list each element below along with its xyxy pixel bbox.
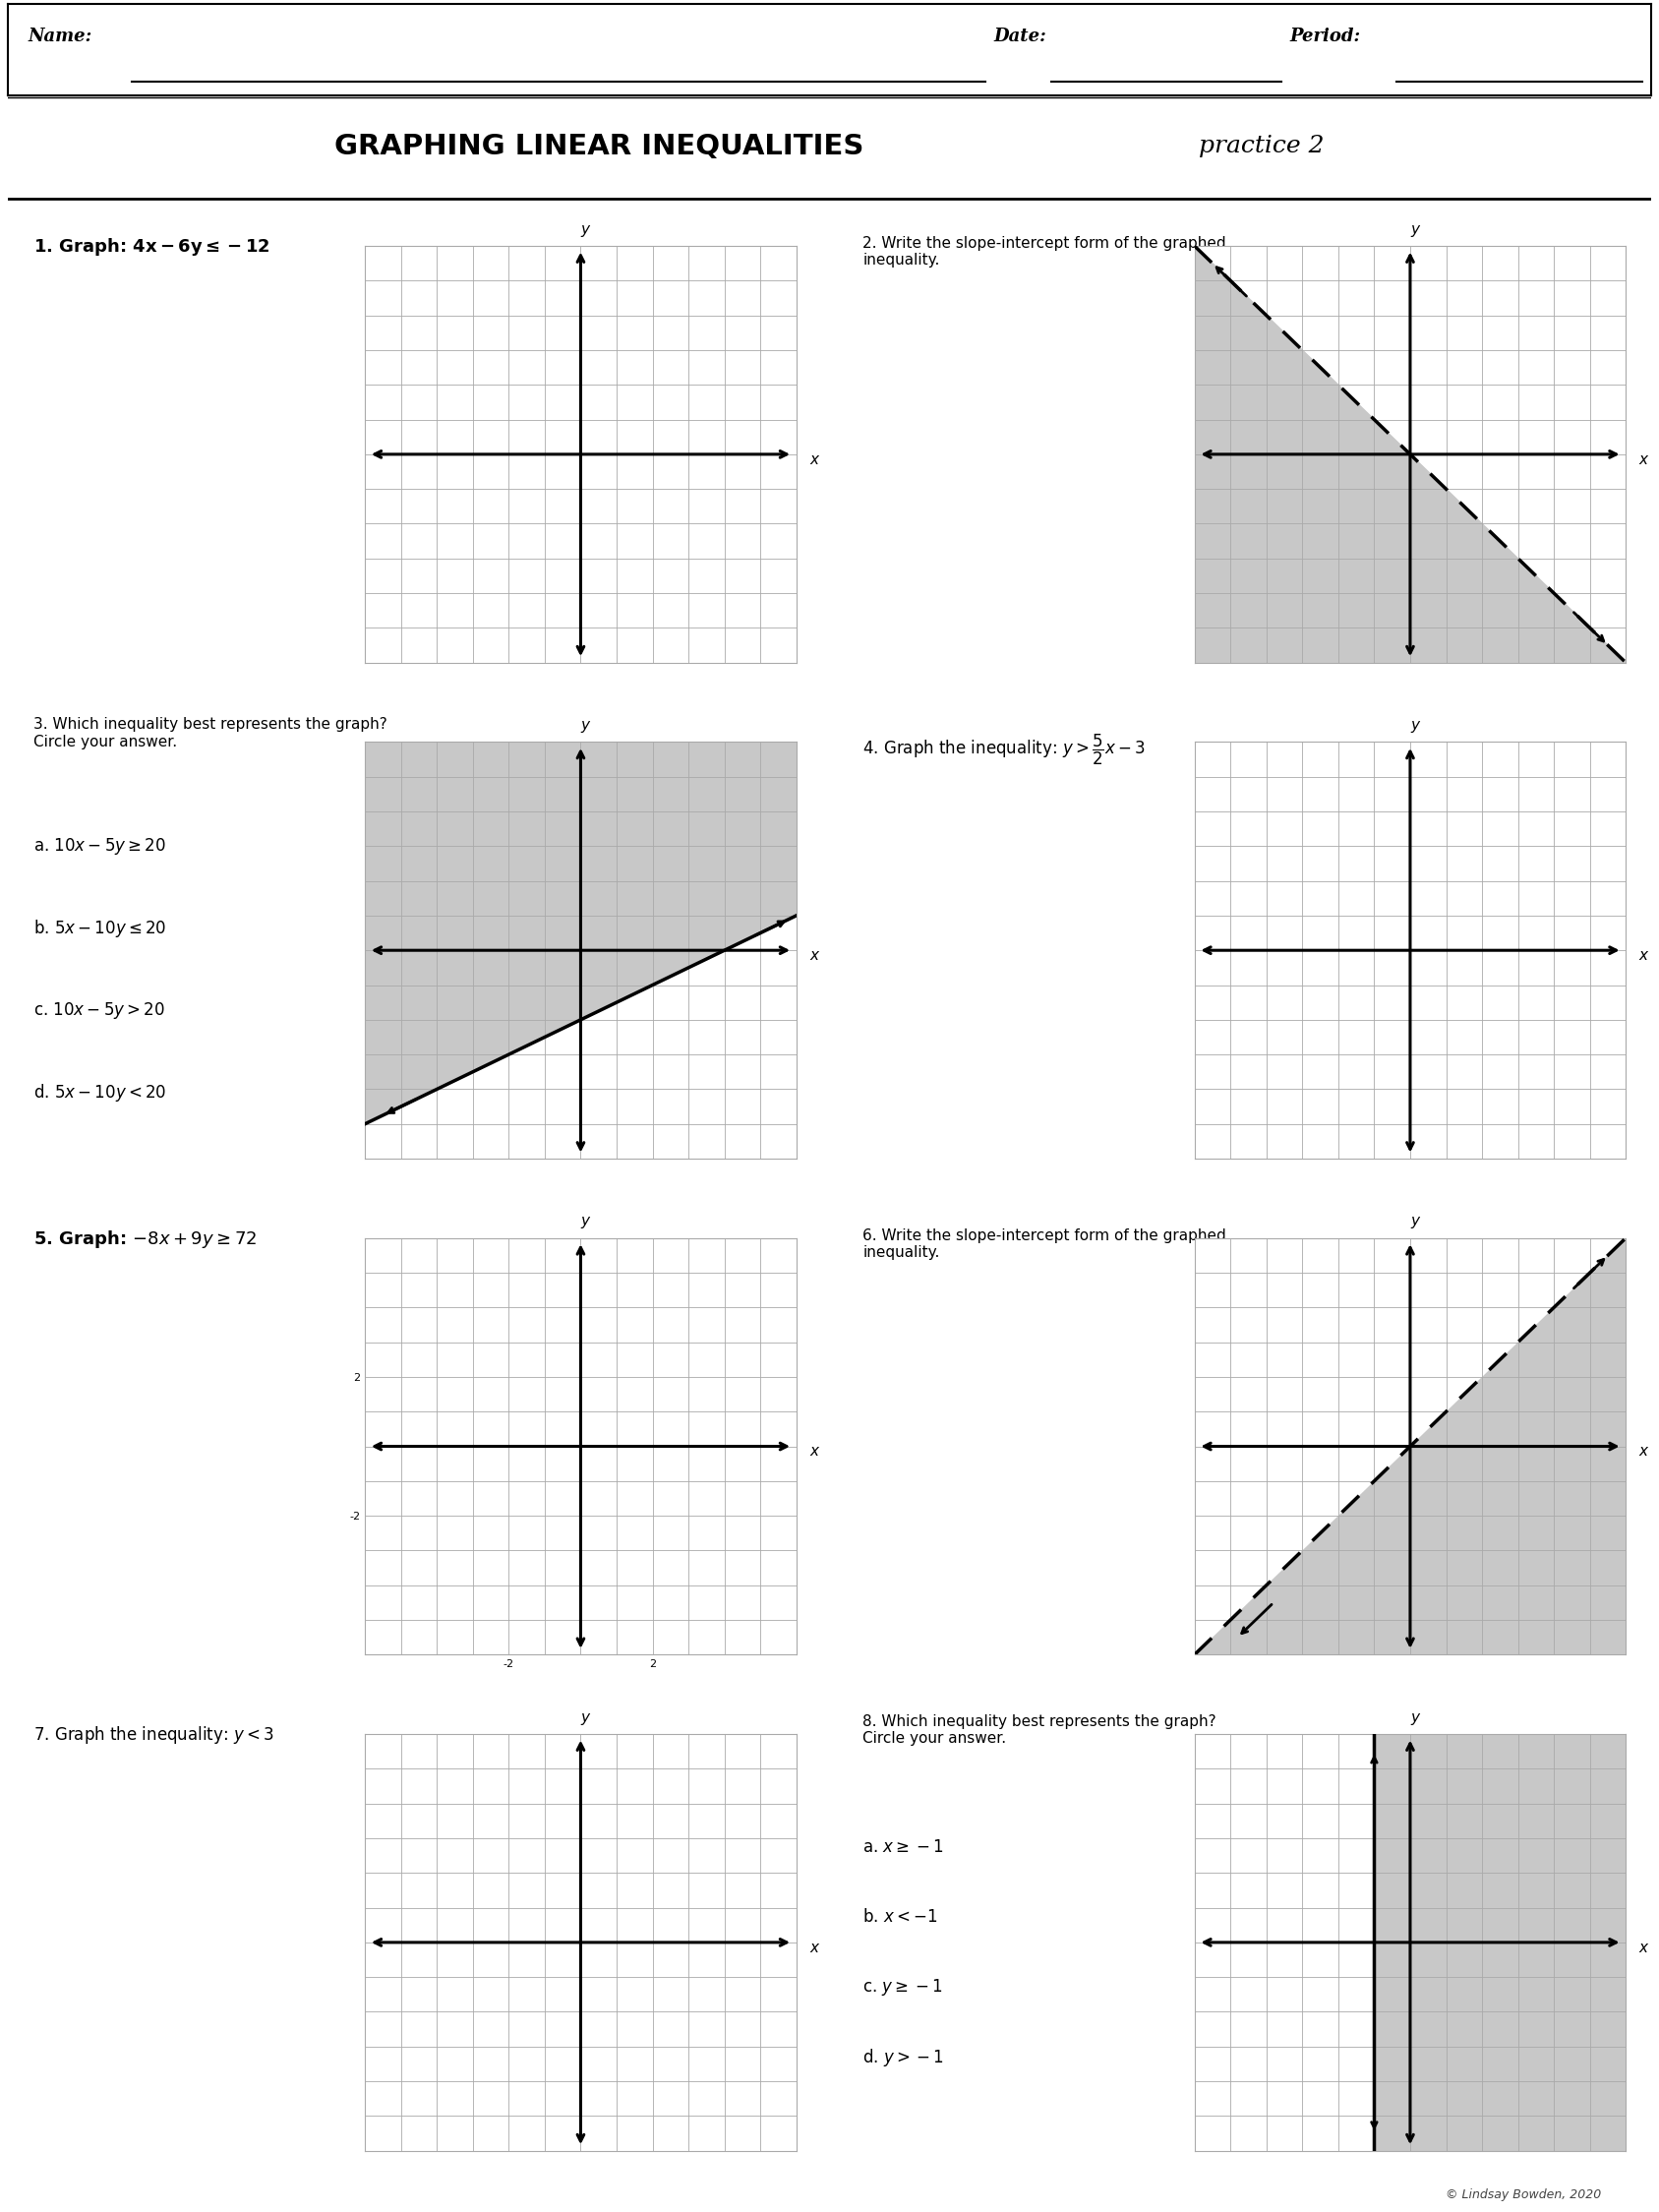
Text: Date:: Date: <box>994 27 1047 44</box>
Text: $y$: $y$ <box>1410 719 1422 734</box>
Text: 3. Which inequality best represents the graph?
Circle your answer.: 3. Which inequality best represents the … <box>33 717 387 750</box>
Text: 5. Graph: $-8x + 9y \geq 72$: 5. Graph: $-8x + 9y \geq 72$ <box>33 1228 257 1250</box>
Text: $x$: $x$ <box>1639 1940 1649 1955</box>
Text: c. $y \geq -1$: c. $y \geq -1$ <box>863 1978 942 1997</box>
Text: practice 2: practice 2 <box>1199 135 1324 157</box>
Text: $y$: $y$ <box>581 1712 592 1728</box>
Text: $y$: $y$ <box>581 1214 592 1230</box>
Text: 1. Graph: $\mathbf{4x - 6y \leq -12}$: 1. Graph: $\mathbf{4x - 6y \leq -12}$ <box>33 237 270 257</box>
Text: a. $x \geq -1$: a. $x \geq -1$ <box>863 1838 944 1856</box>
Text: GRAPHING LINEAR INEQUALITIES: GRAPHING LINEAR INEQUALITIES <box>335 133 864 159</box>
Text: © Lindsay Bowden, 2020: © Lindsay Bowden, 2020 <box>1445 2188 1601 2201</box>
Text: Period:: Period: <box>1289 27 1360 44</box>
Text: $y$: $y$ <box>1410 223 1422 239</box>
Text: d. $y > -1$: d. $y > -1$ <box>863 2046 944 2068</box>
Text: c. $10x - 5y > 20$: c. $10x - 5y > 20$ <box>33 1000 164 1020</box>
Text: $x$: $x$ <box>810 1444 820 1460</box>
Text: $x$: $x$ <box>1639 1444 1649 1460</box>
Text: $y$: $y$ <box>581 223 592 239</box>
Text: $x$: $x$ <box>810 1940 820 1955</box>
Text: 2. Write the slope-intercept form of the graphed
inequality.: 2. Write the slope-intercept form of the… <box>863 237 1226 268</box>
Text: 6. Write the slope-intercept form of the graphed
inequality.: 6. Write the slope-intercept form of the… <box>863 1228 1226 1261</box>
Text: 8. Which inequality best represents the graph?
Circle your answer.: 8. Which inequality best represents the … <box>863 1714 1216 1745</box>
Text: a. $10x - 5y \geq 20$: a. $10x - 5y \geq 20$ <box>33 836 166 856</box>
Text: b. $5x - 10y \leq 20$: b. $5x - 10y \leq 20$ <box>33 918 166 940</box>
Text: $x$: $x$ <box>810 949 820 962</box>
Text: $x$: $x$ <box>810 451 820 467</box>
Text: $y$: $y$ <box>581 719 592 734</box>
Text: 4. Graph the inequality: $y > \dfrac{5}{2}x - 3$: 4. Graph the inequality: $y > \dfrac{5}{… <box>863 732 1145 768</box>
Text: 7. Graph the inequality: $y < 3$: 7. Graph the inequality: $y < 3$ <box>33 1723 274 1745</box>
Text: $x$: $x$ <box>1639 949 1649 962</box>
Text: b. $x < -1$: b. $x < -1$ <box>863 1907 937 1924</box>
Text: $y$: $y$ <box>1410 1712 1422 1728</box>
Text: $y$: $y$ <box>1410 1214 1422 1230</box>
Text: Name:: Name: <box>28 27 93 44</box>
Text: d. $5x - 10y < 20$: d. $5x - 10y < 20$ <box>33 1082 166 1104</box>
Text: $x$: $x$ <box>1639 451 1649 467</box>
